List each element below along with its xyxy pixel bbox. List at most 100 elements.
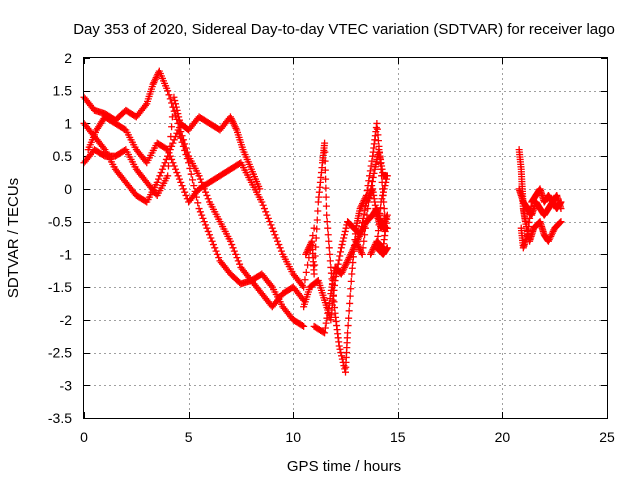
data-point: [334, 260, 342, 268]
data-point: [271, 231, 279, 239]
data-point: [341, 262, 349, 270]
data-point: [303, 249, 311, 257]
data-points: [80, 67, 565, 376]
data-point: [229, 118, 237, 126]
data-point: [324, 231, 332, 239]
data-point: [274, 237, 282, 245]
data-point: [153, 178, 161, 186]
data-point: [344, 257, 352, 265]
data-point: [345, 307, 353, 315]
data-point: [340, 263, 348, 271]
data-point: [346, 299, 354, 307]
data-point: [203, 191, 211, 199]
data-point: [383, 172, 391, 180]
data-point: [321, 148, 329, 156]
data-point: [357, 227, 365, 235]
data-point: [208, 237, 216, 245]
data-point: [335, 256, 343, 264]
data-point: [175, 116, 183, 124]
data-point: [381, 182, 389, 190]
data-point: [178, 182, 186, 190]
data-point: [228, 116, 236, 124]
data-point: [326, 257, 334, 265]
data-point: [164, 146, 172, 154]
data-point: [213, 250, 221, 258]
data-point: [338, 355, 346, 363]
data-point: [380, 185, 388, 193]
data-point: [183, 155, 191, 163]
data-point: [169, 139, 177, 147]
data-point: [557, 205, 565, 213]
data-point: [321, 139, 329, 147]
data-point: [226, 113, 234, 121]
data-point: [357, 203, 365, 211]
data-point: [367, 249, 375, 257]
data-point: [302, 268, 310, 276]
data-point: [173, 169, 181, 177]
data-point: [368, 247, 376, 255]
y-tick-label: -3.5: [48, 410, 72, 426]
data-point: [366, 167, 374, 175]
data-point: [152, 74, 160, 82]
data-point: [172, 103, 180, 111]
data-point: [366, 172, 374, 180]
data-point: [276, 244, 284, 252]
data-point: [547, 232, 555, 240]
data-point: [314, 207, 322, 215]
data-point: [360, 237, 368, 245]
data-point: [362, 218, 370, 226]
data-point: [358, 250, 366, 258]
data-point: [182, 191, 190, 199]
data-point: [363, 211, 371, 219]
chart-title: Day 353 of 2020, Sidereal Day-to-day VTE…: [73, 21, 615, 38]
data-point: [353, 239, 361, 247]
data-point: [365, 177, 373, 185]
data-point: [151, 75, 159, 83]
data-point: [341, 227, 349, 235]
data-point: [338, 352, 346, 360]
data-point: [325, 304, 333, 312]
data-point: [358, 223, 366, 231]
data-point: [212, 247, 220, 255]
data-point: [160, 162, 168, 170]
y-axis-title: SDTVAR / TECUs: [5, 178, 22, 298]
data-point: [322, 319, 330, 327]
data-point: [172, 165, 180, 173]
data-point: [324, 224, 332, 232]
y-tick-label: 0.5: [53, 148, 73, 164]
data-point: [313, 225, 321, 233]
data-point: [230, 247, 238, 255]
y-tick-label: -1: [60, 246, 73, 262]
data-point: [354, 242, 362, 250]
data-point: [356, 205, 364, 213]
data-point: [169, 159, 177, 167]
data-point: [258, 198, 266, 206]
data-point: [322, 175, 330, 183]
data-point: [263, 211, 271, 219]
data-point: [549, 227, 557, 235]
data-point: [326, 250, 334, 258]
data-point: [187, 170, 195, 178]
data-point: [347, 285, 355, 293]
data-point: [268, 224, 276, 232]
data-point: [185, 159, 193, 167]
series-track-g: [310, 185, 391, 337]
series-track-d: [84, 113, 318, 291]
data-point: [298, 322, 306, 330]
data-point: [155, 175, 163, 183]
data-point: [229, 244, 237, 252]
data-point: [303, 247, 311, 255]
data-point: [348, 247, 356, 255]
data-point: [322, 184, 330, 192]
data-point: [340, 234, 348, 242]
y-tick-label: 0: [64, 181, 72, 197]
data-point: [380, 205, 388, 213]
data-point: [367, 162, 375, 170]
data-point: [161, 159, 169, 167]
data-point: [345, 254, 353, 262]
data-point: [182, 151, 190, 159]
data-point: [358, 218, 366, 226]
data-point: [177, 178, 185, 186]
series-track-k: [515, 185, 565, 219]
data-point: [340, 231, 348, 239]
